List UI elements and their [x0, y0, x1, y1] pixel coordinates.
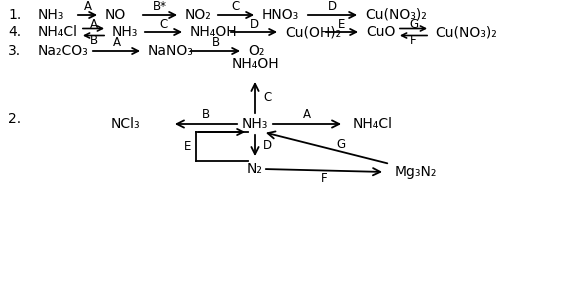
Text: Na₂CO₃: Na₂CO₃ — [38, 44, 89, 58]
Text: A: A — [89, 18, 97, 31]
Text: Cu(NO₃)₂: Cu(NO₃)₂ — [365, 8, 427, 22]
Text: NH₃: NH₃ — [112, 25, 138, 39]
Text: 2.: 2. — [8, 112, 21, 126]
Text: N₂: N₂ — [247, 162, 263, 176]
Text: A: A — [112, 36, 120, 49]
Text: NH₄OH: NH₄OH — [231, 57, 279, 71]
Text: NH₄Cl: NH₄Cl — [353, 117, 393, 131]
Text: NCl₃: NCl₃ — [111, 117, 140, 131]
Text: B: B — [202, 108, 210, 121]
Text: CuO: CuO — [366, 25, 395, 39]
Text: A: A — [84, 1, 92, 14]
Text: NO₂: NO₂ — [185, 8, 212, 22]
Text: NH₄OH: NH₄OH — [190, 25, 238, 39]
Text: Mg₃N₂: Mg₃N₂ — [395, 165, 437, 179]
Text: G: G — [409, 18, 418, 31]
Text: 1.: 1. — [8, 8, 21, 22]
Text: 3.: 3. — [8, 44, 21, 58]
Text: E: E — [184, 139, 192, 153]
Text: NH₃: NH₃ — [38, 8, 65, 22]
Text: B: B — [89, 34, 97, 46]
Text: NH₄Cl: NH₄Cl — [38, 25, 78, 39]
Text: E: E — [338, 18, 346, 31]
Text: NH₃: NH₃ — [242, 117, 268, 131]
Text: O₂: O₂ — [248, 44, 264, 58]
Text: B*: B* — [153, 1, 167, 14]
Text: Cu(OH)₂: Cu(OH)₂ — [285, 25, 341, 39]
Text: C: C — [160, 18, 168, 31]
Text: A: A — [303, 108, 311, 121]
Text: D: D — [263, 139, 272, 152]
Text: F: F — [410, 34, 417, 46]
Text: D: D — [249, 18, 259, 31]
Text: D: D — [328, 1, 337, 14]
Text: HNO₃: HNO₃ — [262, 8, 300, 22]
Text: B: B — [211, 36, 219, 49]
Text: C: C — [263, 91, 271, 104]
Text: NO: NO — [105, 8, 126, 22]
Text: 4.: 4. — [8, 25, 21, 39]
Text: NaNO₃: NaNO₃ — [148, 44, 194, 58]
Text: Cu(NO₃)₂: Cu(NO₃)₂ — [435, 25, 497, 39]
Text: F: F — [321, 171, 327, 185]
Text: G: G — [336, 138, 345, 151]
Text: C: C — [232, 1, 240, 14]
